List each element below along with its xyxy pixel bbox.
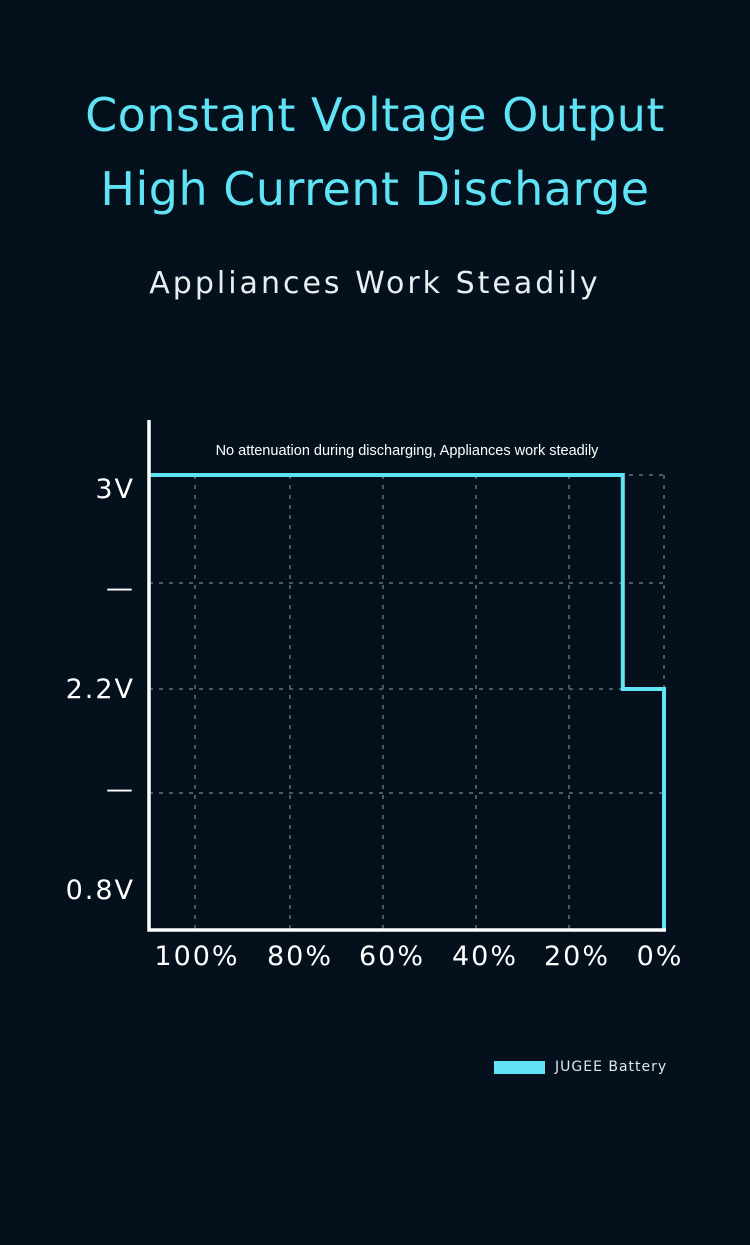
- subtitle: Appliances Work Steadily: [149, 266, 601, 301]
- x-tick-label: 0%: [637, 941, 684, 972]
- y-tick-label: 0.8V: [66, 875, 135, 906]
- chart-annotation: No attenuation during discharging, Appli…: [216, 443, 600, 459]
- y-tick-label: —: [106, 774, 135, 805]
- series-layer: [149, 473, 666, 930]
- x-tick-label: 80%: [267, 941, 333, 972]
- y-tick-label: —: [106, 573, 135, 604]
- title-line-2: High Current Discharge: [100, 162, 650, 216]
- x-tick-label: 60%: [359, 941, 425, 972]
- y-tick-label: 3V: [95, 474, 135, 505]
- chart-legend: JUGEE Battery: [494, 1059, 667, 1075]
- y-tick-label: 2.2V: [66, 674, 135, 705]
- x-tick-label: 100%: [154, 941, 239, 972]
- legend-swatch: [494, 1060, 545, 1074]
- x-tick-label: 20%: [544, 941, 610, 972]
- x-tick-label: 40%: [452, 941, 518, 972]
- tick-labels: 3V — 2.2V — 0.8V 100% 80% 60% 40% 20% 0%: [66, 474, 684, 972]
- axes: [147, 420, 666, 932]
- grid-lines: [149, 474, 665, 930]
- title-line-1: Constant Voltage Output: [85, 88, 665, 142]
- series-line: [149, 473, 666, 930]
- legend-label: JUGEE Battery: [555, 1059, 668, 1075]
